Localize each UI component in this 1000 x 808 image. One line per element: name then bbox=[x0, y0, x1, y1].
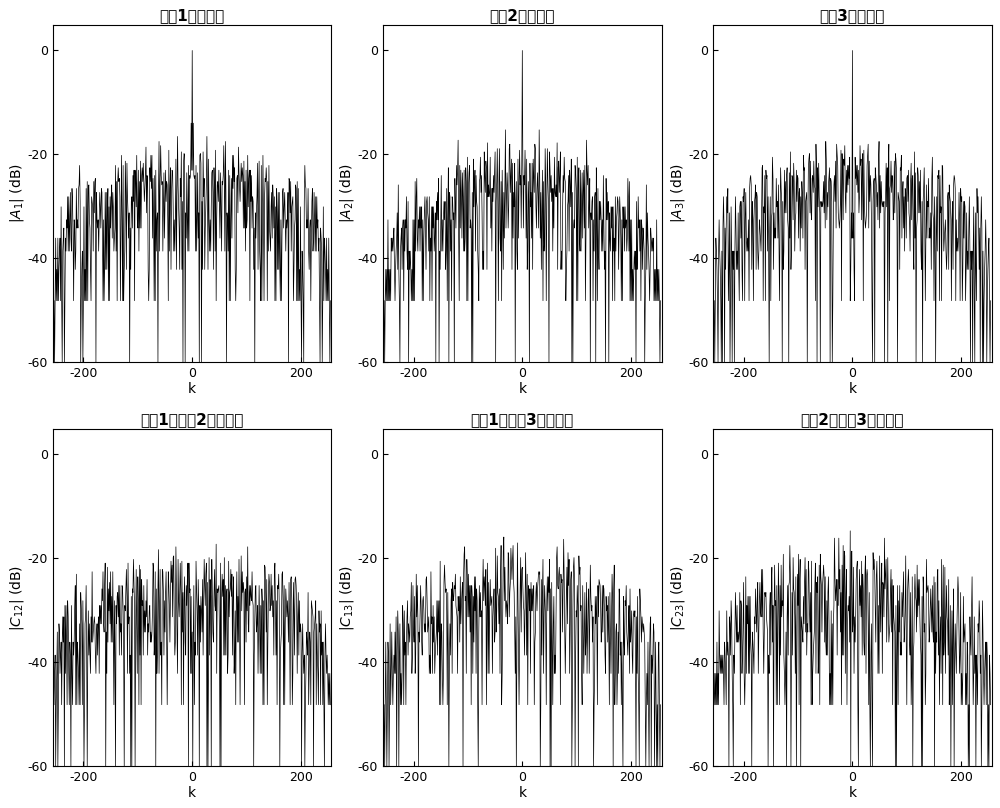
Title: 波兲2的自相关: 波兲2的自相关 bbox=[490, 8, 555, 23]
Title: 波兲2和波兲3的互相关: 波兲2和波兲3的互相关 bbox=[801, 412, 904, 427]
Title: 波兲1的自相关: 波兲1的自相关 bbox=[160, 8, 225, 23]
Title: 波兲1和波兲3的互相关: 波兲1和波兲3的互相关 bbox=[471, 412, 574, 427]
X-axis label: k: k bbox=[518, 381, 526, 396]
Title: 波兲3的自相关: 波兲3的自相关 bbox=[820, 8, 885, 23]
Title: 波兲1和波兲2的互相关: 波兲1和波兲2的互相关 bbox=[141, 412, 244, 427]
X-axis label: k: k bbox=[518, 785, 526, 800]
Y-axis label: $|A_2|$ (dB): $|A_2|$ (dB) bbox=[338, 163, 356, 223]
X-axis label: k: k bbox=[188, 785, 196, 800]
Y-axis label: $|A_3|$ (dB): $|A_3|$ (dB) bbox=[669, 163, 687, 223]
X-axis label: k: k bbox=[848, 381, 856, 396]
Y-axis label: $|C_{12}|$ (dB): $|C_{12}|$ (dB) bbox=[8, 565, 26, 630]
X-axis label: k: k bbox=[848, 785, 856, 800]
Y-axis label: $|C_{23}|$ (dB): $|C_{23}|$ (dB) bbox=[669, 565, 687, 630]
X-axis label: k: k bbox=[188, 381, 196, 396]
Y-axis label: $|C_{13}|$ (dB): $|C_{13}|$ (dB) bbox=[338, 565, 356, 630]
Y-axis label: $|A_1|$ (dB): $|A_1|$ (dB) bbox=[8, 163, 26, 223]
